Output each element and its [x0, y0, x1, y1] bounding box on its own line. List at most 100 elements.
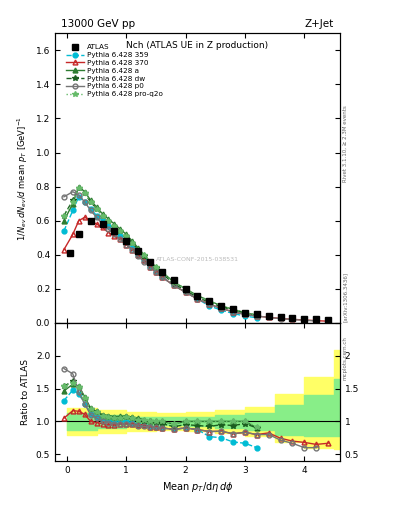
- Pythia 6.428 pro-q2o: [76, 185, 81, 191]
- Pythia 6.428 370: [195, 296, 200, 302]
- Pythia 6.428 pro-q2o: [183, 286, 188, 292]
- Pythia 6.428 pro-q2o: [100, 212, 105, 219]
- Pythia 6.428 359: [219, 307, 224, 313]
- ATLAS: [278, 314, 283, 320]
- Pythia 6.428 dw: [160, 270, 164, 276]
- Pythia 6.428 dw: [154, 265, 158, 271]
- Pythia 6.428 359: [106, 223, 111, 229]
- Pythia 6.428 p0: [195, 296, 200, 302]
- Pythia 6.428 370: [100, 224, 105, 230]
- Pythia 6.428 370: [290, 316, 295, 323]
- ATLAS: [148, 259, 152, 265]
- Pythia 6.428 359: [142, 257, 147, 263]
- ATLAS: [207, 297, 212, 304]
- Text: mcplots.cern.ch: mcplots.cern.ch: [343, 336, 348, 380]
- Pythia 6.428 370: [130, 247, 134, 253]
- ATLAS: [136, 248, 140, 254]
- Pythia 6.428 p0: [83, 199, 87, 205]
- Line: Pythia 6.428 dw: Pythia 6.428 dw: [61, 185, 260, 318]
- ATLAS: [290, 315, 295, 321]
- Pythia 6.428 359: [83, 199, 87, 205]
- Pythia 6.428 p0: [124, 242, 129, 248]
- Pythia 6.428 pro-q2o: [130, 240, 134, 246]
- Pythia 6.428 359: [183, 289, 188, 295]
- ATLAS: [231, 306, 235, 312]
- Pythia 6.428 p0: [231, 309, 235, 315]
- Pythia 6.428 359: [207, 303, 212, 309]
- Pythia 6.428 370: [88, 218, 93, 224]
- Pythia 6.428 p0: [242, 311, 247, 317]
- Pythia 6.428 p0: [94, 214, 99, 220]
- Text: Rivet 3.1.10, ≥ 2.3M events: Rivet 3.1.10, ≥ 2.3M events: [343, 105, 348, 182]
- Pythia 6.428 a: [83, 188, 87, 195]
- ATLAS: [76, 231, 81, 238]
- Pythia 6.428 a: [207, 297, 212, 304]
- Pythia 6.428 370: [183, 289, 188, 295]
- Pythia 6.428 pro-q2o: [136, 247, 140, 253]
- Pythia 6.428 pro-q2o: [112, 223, 117, 229]
- Pythia 6.428 370: [118, 237, 123, 243]
- Pythia 6.428 p0: [302, 317, 307, 324]
- ATLAS: [183, 286, 188, 292]
- Pythia 6.428 a: [106, 216, 111, 222]
- Pythia 6.428 dw: [130, 240, 134, 246]
- Pythia 6.428 359: [160, 274, 164, 280]
- Pythia 6.428 370: [106, 229, 111, 236]
- Pythia 6.428 pro-q2o: [142, 252, 147, 258]
- Pythia 6.428 p0: [112, 231, 117, 238]
- ATLAS: [100, 221, 105, 227]
- Text: [arXiv:1306.3436]: [arXiv:1306.3436]: [343, 272, 348, 322]
- ATLAS: [124, 238, 129, 244]
- Line: ATLAS: ATLAS: [67, 218, 331, 323]
- ATLAS: [68, 250, 72, 256]
- Pythia 6.428 370: [83, 214, 87, 220]
- ATLAS: [302, 315, 307, 322]
- ATLAS: [266, 313, 271, 319]
- Pythia 6.428 370: [62, 247, 66, 253]
- Text: 13000 GeV pp: 13000 GeV pp: [61, 19, 135, 29]
- Pythia 6.428 dw: [94, 206, 99, 212]
- Pythia 6.428 a: [242, 310, 247, 316]
- Pythia 6.428 359: [112, 228, 117, 234]
- Pythia 6.428 dw: [136, 247, 140, 253]
- Pythia 6.428 pro-q2o: [219, 303, 224, 309]
- Pythia 6.428 pro-q2o: [106, 218, 111, 224]
- Pythia 6.428 a: [183, 286, 188, 292]
- Pythia 6.428 359: [94, 212, 99, 219]
- Pythia 6.428 p0: [76, 192, 81, 198]
- Legend: ATLAS, Pythia 6.428 359, Pythia 6.428 370, Pythia 6.428 a, Pythia 6.428 dw, Pyth: ATLAS, Pythia 6.428 359, Pythia 6.428 37…: [64, 42, 164, 99]
- Pythia 6.428 a: [94, 204, 99, 210]
- Pythia 6.428 359: [136, 252, 140, 258]
- Pythia 6.428 359: [118, 233, 123, 239]
- Pythia 6.428 dw: [124, 233, 129, 239]
- Pythia 6.428 p0: [88, 207, 93, 214]
- Pythia 6.428 p0: [219, 305, 224, 311]
- Pythia 6.428 pro-q2o: [88, 199, 93, 205]
- Pythia 6.428 a: [124, 231, 129, 238]
- Pythia 6.428 a: [231, 306, 235, 312]
- Pythia 6.428 p0: [278, 315, 283, 322]
- Pythia 6.428 dw: [112, 223, 117, 229]
- Line: Pythia 6.428 359: Pythia 6.428 359: [61, 195, 259, 320]
- Pythia 6.428 370: [154, 269, 158, 275]
- Pythia 6.428 359: [62, 228, 66, 234]
- Pythia 6.428 370: [124, 242, 129, 248]
- Pythia 6.428 p0: [130, 247, 134, 253]
- Pythia 6.428 370: [219, 305, 224, 311]
- Pythia 6.428 pro-q2o: [83, 190, 87, 197]
- Pythia 6.428 pro-q2o: [154, 264, 158, 270]
- Pythia 6.428 370: [142, 257, 147, 263]
- Pythia 6.428 pro-q2o: [207, 297, 212, 304]
- Pythia 6.428 p0: [62, 194, 66, 200]
- Line: Pythia 6.428 370: Pythia 6.428 370: [61, 215, 331, 324]
- Pythia 6.428 p0: [70, 188, 75, 195]
- Line: Pythia 6.428 p0: Pythia 6.428 p0: [61, 189, 319, 323]
- Pythia 6.428 p0: [266, 314, 271, 321]
- Pythia 6.428 370: [94, 221, 99, 227]
- Pythia 6.428 dw: [242, 310, 247, 316]
- Line: Pythia 6.428 pro-q2o: Pythia 6.428 pro-q2o: [61, 185, 260, 318]
- ATLAS: [160, 269, 164, 275]
- Pythia 6.428 370: [171, 282, 176, 288]
- Pythia 6.428 370: [148, 264, 152, 270]
- Pythia 6.428 pro-q2o: [160, 269, 164, 275]
